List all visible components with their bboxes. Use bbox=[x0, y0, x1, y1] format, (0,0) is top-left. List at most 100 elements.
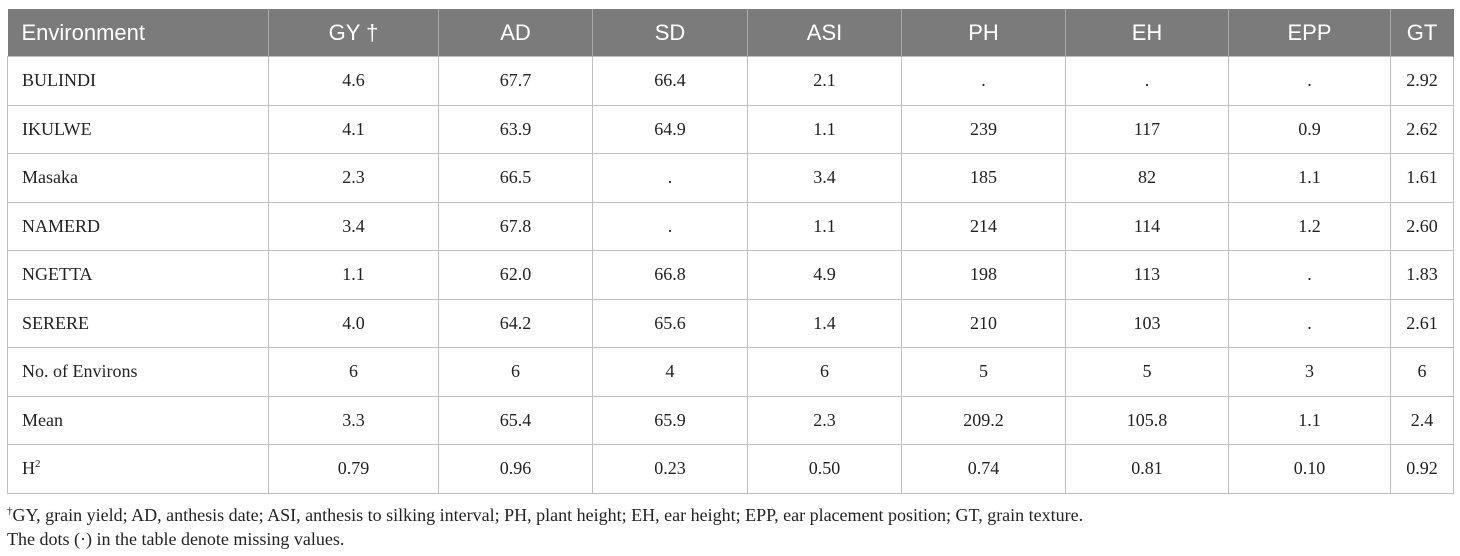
table-cell: 67.7 bbox=[438, 56, 593, 105]
table-row: Masaka 2.3 66.5. 3.4 185 82 1.1 1.61 bbox=[7, 153, 1454, 202]
table-cell: 66.5 bbox=[438, 153, 593, 202]
table-cell: 4.0 bbox=[268, 298, 439, 348]
table-cell: . bbox=[1065, 56, 1229, 105]
table-cell: 64.9 bbox=[592, 104, 748, 154]
table-cell: 209.2 bbox=[901, 395, 1066, 445]
table-row: IKULWE 4.1 63.9 64.9 1.1 239 117 0.9 2.62 bbox=[7, 104, 1454, 154]
table-cell: 3.4 bbox=[268, 201, 439, 251]
table-header: Environment GY † AD SD ASI PH EH EPP GT bbox=[7, 9, 1454, 57]
table-cell: 1.1 bbox=[1228, 395, 1391, 445]
table-cell: 3 bbox=[1228, 347, 1391, 396]
row-label: NAMERD bbox=[7, 201, 269, 251]
table-cell: 0.92 bbox=[1390, 444, 1454, 494]
table-cell: 185 bbox=[901, 153, 1066, 202]
table-row: SERERE 4.0 64.2 65.6 1.4 210 103. 2.61 bbox=[7, 298, 1454, 348]
table-body: BULINDI 4.6 67.7 66.4 2.1... 2.92 IKULWE 4.1 63.… bbox=[7, 56, 1454, 494]
table-cell: 4.1 bbox=[268, 104, 439, 154]
table-cell: 1.61 bbox=[1390, 153, 1454, 202]
table-cell: 0.9 bbox=[1228, 104, 1391, 154]
table-cell: 0.50 bbox=[747, 444, 902, 494]
table-cell: 1.1 bbox=[1228, 153, 1391, 202]
table-cell: 5 bbox=[901, 347, 1066, 396]
table-cell: 0.74 bbox=[901, 444, 1066, 494]
table-cell: 64.2 bbox=[438, 298, 593, 348]
table-row: NGETTA 1.1 62.0 66.8 4.9 198 113. 1.83 bbox=[7, 250, 1454, 299]
data-table: Environment GY † AD SD ASI PH EH EPP GT BULINDI 4… bbox=[7, 9, 1454, 494]
row-label: No. of Environs bbox=[7, 347, 269, 396]
table-cell: 0.10 bbox=[1228, 444, 1391, 494]
table-row: BULINDI 4.6 67.7 66.4 2.1... 2.92 bbox=[7, 56, 1454, 105]
table-cell: 4.6 bbox=[268, 56, 439, 105]
row-label: BULINDI bbox=[7, 56, 269, 105]
table-cell: 1.2 bbox=[1228, 201, 1391, 251]
table-cell: . bbox=[1228, 250, 1391, 299]
table-cell: 66.8 bbox=[592, 250, 748, 299]
table-cell: 0.96 bbox=[438, 444, 593, 494]
table-cell: 6 bbox=[268, 347, 439, 396]
table-cell: 3.4 bbox=[747, 153, 902, 202]
table-cell: 67.8 bbox=[438, 201, 593, 251]
table-cell: 105.8 bbox=[1065, 395, 1229, 445]
table-cell: 4 bbox=[592, 347, 748, 396]
column-header: AD bbox=[438, 9, 593, 57]
table-cell: 117 bbox=[1065, 104, 1229, 154]
column-header: PH bbox=[901, 9, 1066, 57]
table-cell: 4.9 bbox=[747, 250, 902, 299]
table-cell: 3.3 bbox=[268, 395, 439, 445]
table-cell: 198 bbox=[901, 250, 1066, 299]
table-cell: 65.9 bbox=[592, 395, 748, 445]
table-row-h2: H2 0.79 0.96 0.23 0.50 0.74 0.81 0.10 0.… bbox=[7, 444, 1454, 494]
table-cell: 2.60 bbox=[1390, 201, 1454, 251]
table-cell: . bbox=[592, 153, 748, 202]
table-cell: 82 bbox=[1065, 153, 1229, 202]
column-header-environment: Environment bbox=[7, 9, 269, 57]
table-cell: . bbox=[1228, 298, 1391, 348]
column-header: EPP bbox=[1228, 9, 1391, 57]
table-cell: 2.4 bbox=[1390, 395, 1454, 445]
table-cell: 1.1 bbox=[268, 250, 439, 299]
data-table-container: Environment GY † AD SD ASI PH EH EPP GT BULINDI 4… bbox=[7, 9, 1454, 494]
table-row: NAMERD 3.4 67.8. 1.1 214 114 1.2 2.60 bbox=[7, 201, 1454, 251]
table-cell: 103 bbox=[1065, 298, 1229, 348]
row-label: Mean bbox=[7, 395, 269, 445]
table-cell: 210 bbox=[901, 298, 1066, 348]
table-cell: 0.79 bbox=[268, 444, 439, 494]
table-cell: 2.61 bbox=[1390, 298, 1454, 348]
column-header: GT bbox=[1390, 9, 1454, 57]
table-cell: 5 bbox=[1065, 347, 1229, 396]
table-cell: 65.6 bbox=[592, 298, 748, 348]
table-cell: 6 bbox=[747, 347, 902, 396]
table-cell: 214 bbox=[901, 201, 1066, 251]
table-row: Mean 3.3 65.4 65.9 2.3 209.2 105.8 1.1 2.4 bbox=[7, 395, 1454, 445]
row-label: IKULWE bbox=[7, 104, 269, 154]
table-cell: 2.92 bbox=[1390, 56, 1454, 105]
column-header: ASI bbox=[747, 9, 902, 57]
table-cell: 1.1 bbox=[747, 201, 902, 251]
table-footnotes: †GY, grain yield; AD, anthesis date; ASI… bbox=[7, 503, 1083, 551]
row-label: SERERE bbox=[7, 298, 269, 348]
table-cell: 1.4 bbox=[747, 298, 902, 348]
table-cell: 239 bbox=[901, 104, 1066, 154]
footnote-dagger: † bbox=[7, 505, 13, 517]
footnote-abbreviations: †GY, grain yield; AD, anthesis date; ASI… bbox=[7, 503, 1083, 527]
table-cell: 62.0 bbox=[438, 250, 593, 299]
header-row: Environment GY † AD SD ASI PH EH EPP GT bbox=[7, 9, 1454, 57]
table-cell: 1.1 bbox=[747, 104, 902, 154]
table-cell: 2.3 bbox=[747, 395, 902, 445]
h2-label-base: H bbox=[22, 458, 35, 479]
footnote-missing-values: The dots (·) in the table denote missing… bbox=[7, 529, 345, 549]
table-cell: 66.4 bbox=[592, 56, 748, 105]
table-cell: 114 bbox=[1065, 201, 1229, 251]
table-cell: 2.3 bbox=[268, 153, 439, 202]
table-cell: 113 bbox=[1065, 250, 1229, 299]
column-header: EH bbox=[1065, 9, 1229, 57]
column-header: SD bbox=[592, 9, 748, 57]
column-header: GY † bbox=[268, 9, 439, 57]
table-cell: 63.9 bbox=[438, 104, 593, 154]
table-cell: . bbox=[1228, 56, 1391, 105]
table-cell: 65.4 bbox=[438, 395, 593, 445]
table-cell: 6 bbox=[438, 347, 593, 396]
table-cell: 0.81 bbox=[1065, 444, 1229, 494]
h2-label-superscript: 2 bbox=[35, 458, 41, 471]
row-label-h2: H2 bbox=[7, 444, 269, 494]
